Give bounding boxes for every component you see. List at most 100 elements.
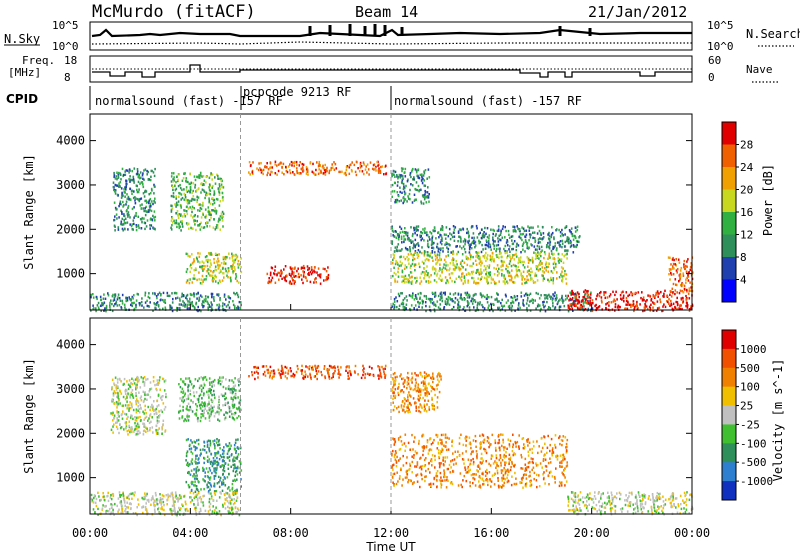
colorbar-swatch <box>722 190 736 213</box>
echo-cell <box>227 276 229 278</box>
echo-cell <box>492 256 494 258</box>
echo-cell <box>575 230 577 232</box>
echo-cell <box>124 413 126 415</box>
echo-cell <box>518 259 520 261</box>
echo-cell <box>270 272 272 274</box>
echo-cell <box>403 188 405 190</box>
echo-cell <box>528 304 530 306</box>
echo-cell <box>148 417 150 419</box>
echo-cell <box>530 243 532 245</box>
echo-cell <box>151 224 153 226</box>
echo-cell <box>492 236 494 238</box>
echo-cell <box>545 253 547 255</box>
echo-cell <box>165 393 167 395</box>
echo-cell <box>214 176 216 178</box>
echo-cell <box>587 292 589 294</box>
echo-cell <box>222 469 224 471</box>
echo-cell <box>234 404 236 406</box>
echo-cell <box>188 228 190 230</box>
echo-cell <box>663 295 665 297</box>
echo-cell <box>122 302 124 304</box>
echo-cell <box>151 210 153 212</box>
echo-cell <box>219 411 221 413</box>
echo-cell <box>164 299 166 301</box>
echo-cell <box>217 411 219 413</box>
echo-cell <box>423 277 425 279</box>
echo-cell <box>565 278 567 280</box>
echo-cell <box>326 170 328 172</box>
echo-cell <box>684 285 686 287</box>
echo-cell <box>399 226 401 228</box>
echo-cell <box>153 200 155 202</box>
echo-cell <box>189 444 191 446</box>
echo-cell <box>186 253 188 255</box>
echo-cell <box>451 272 453 274</box>
echo-cell <box>409 276 411 278</box>
echo-cell <box>117 396 119 398</box>
echo-cell <box>225 462 227 464</box>
echo-cell <box>664 290 666 292</box>
echo-cell <box>523 261 525 263</box>
echo-cell <box>534 237 536 239</box>
echo-cell <box>274 163 276 165</box>
echo-cell <box>490 249 492 251</box>
echo-cell <box>209 509 211 511</box>
echo-cell <box>212 197 214 199</box>
echo-cell <box>291 270 293 272</box>
echo-cell <box>280 162 282 164</box>
echo-cell <box>211 399 213 401</box>
echo-cell <box>405 185 407 187</box>
echo-cell <box>435 237 437 239</box>
echo-cell <box>137 416 139 418</box>
echo-cell <box>410 253 412 255</box>
echo-cell <box>441 243 443 245</box>
echo-cell <box>399 191 401 193</box>
echo-cell <box>260 162 262 164</box>
echo-cell <box>419 298 421 300</box>
echo-cell <box>155 492 157 494</box>
echo-cell <box>393 170 395 172</box>
echo-cell <box>485 260 487 262</box>
echo-cell <box>297 172 299 174</box>
echo-cell <box>528 247 530 249</box>
echo-cell <box>133 206 135 208</box>
echo-cell <box>427 195 429 197</box>
echo-cell <box>90 294 92 296</box>
echo-cell <box>468 302 470 304</box>
echo-cell <box>421 252 423 254</box>
echo-cell <box>561 246 563 248</box>
y-tick-label: 4000 <box>56 134 85 148</box>
echo-cell <box>195 184 197 186</box>
echo-cell <box>665 306 667 308</box>
echo-cell <box>138 401 140 403</box>
echo-cell <box>154 409 156 411</box>
echo-cell <box>114 215 116 217</box>
echo-cell <box>414 194 416 196</box>
echo-cell <box>513 264 515 266</box>
echo-cell <box>375 169 377 171</box>
echo-cell <box>539 252 541 254</box>
echo-cell <box>275 172 277 174</box>
echo-cell <box>208 388 210 390</box>
echo-cell <box>507 266 509 268</box>
echo-cell <box>440 228 442 230</box>
echo-cell <box>173 192 175 194</box>
echo-cell <box>460 293 462 295</box>
echo-cell <box>376 161 378 163</box>
echo-cell <box>214 190 216 192</box>
echo-cell <box>406 281 408 283</box>
echo-cell <box>157 416 159 418</box>
echo-cell <box>446 298 448 300</box>
echo-cell <box>391 227 393 229</box>
echo-cell <box>590 297 592 299</box>
echo-cell <box>124 505 126 507</box>
echo-cell <box>545 294 547 296</box>
echo-cell <box>565 241 567 243</box>
echo-cell <box>216 212 218 214</box>
echo-cell <box>672 265 674 267</box>
echo-cell <box>452 257 454 259</box>
echo-cell <box>130 299 132 301</box>
echo-cell <box>477 254 479 256</box>
echo-cell <box>190 183 192 185</box>
echo-cell <box>225 411 227 413</box>
